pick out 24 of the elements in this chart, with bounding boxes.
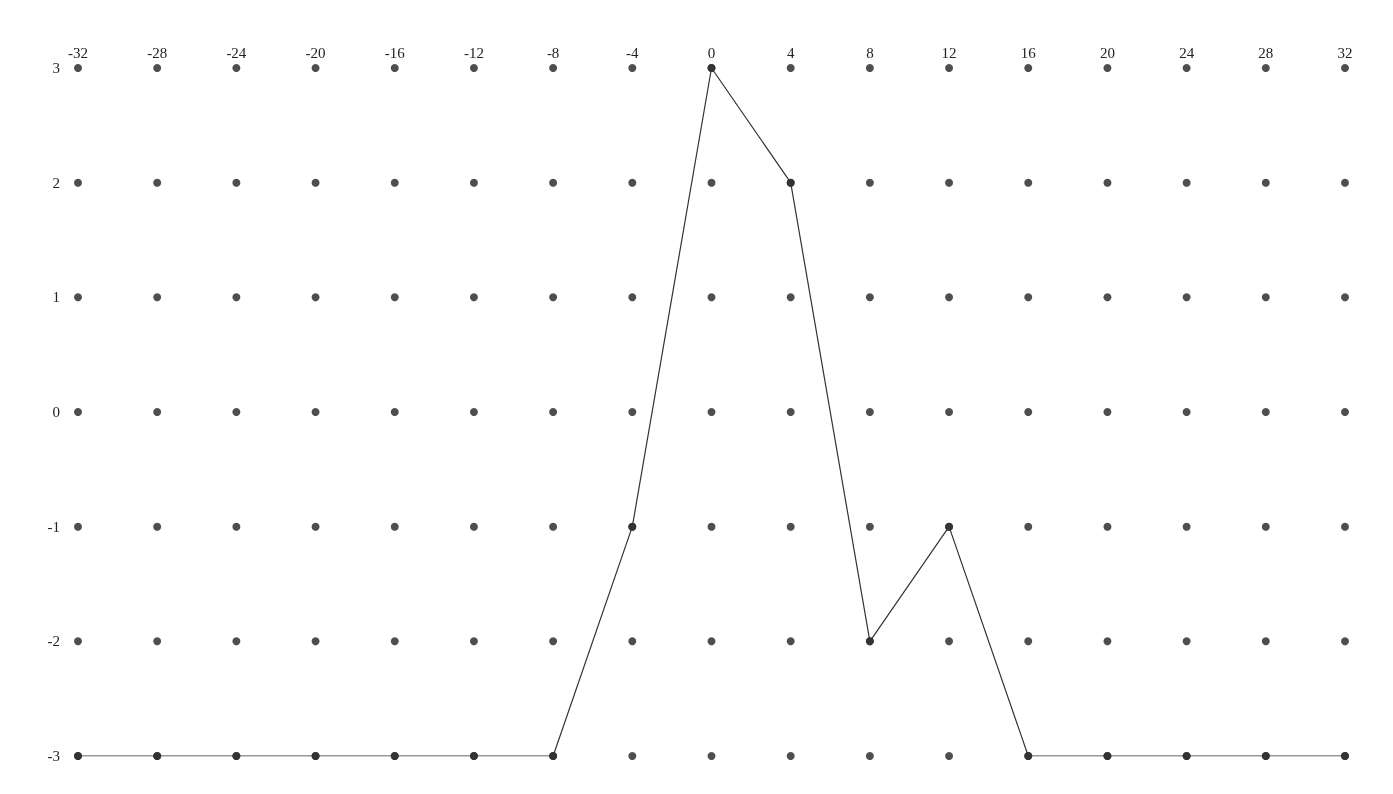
y-tick-label: 2	[52, 174, 60, 191]
x-tick-label: 8	[866, 44, 874, 61]
x-tick-label: 32	[1337, 44, 1353, 61]
x-tick-label: 24	[1179, 44, 1195, 61]
x-tick-label: 12	[941, 44, 957, 61]
y-tick-label: -1	[47, 518, 60, 535]
x-tick-label: 16	[1020, 44, 1037, 61]
x-tick-label: -24	[226, 44, 247, 61]
y-tick-label: -2	[47, 633, 60, 650]
x-tick-label: -20	[305, 44, 326, 61]
x-tick-label: 28	[1258, 44, 1274, 61]
x-tick-label: -8	[546, 44, 560, 61]
x-tick-label: -32	[68, 44, 88, 61]
y-tick-label: 3	[52, 60, 60, 76]
y-tick-label: 1	[52, 289, 60, 306]
x-tick-label: -16	[384, 44, 406, 61]
y-tick-label: 0	[52, 404, 60, 420]
x-tick-label: -4	[626, 44, 640, 61]
x-tick-label: -28	[147, 44, 168, 61]
x-tick-label: -12	[463, 44, 484, 61]
x-tick-label: 20	[1099, 44, 1115, 61]
x-tick-label: 4	[786, 44, 795, 61]
x-tick-label: 0	[707, 44, 716, 61]
y-tick-label: -3	[47, 748, 60, 764]
